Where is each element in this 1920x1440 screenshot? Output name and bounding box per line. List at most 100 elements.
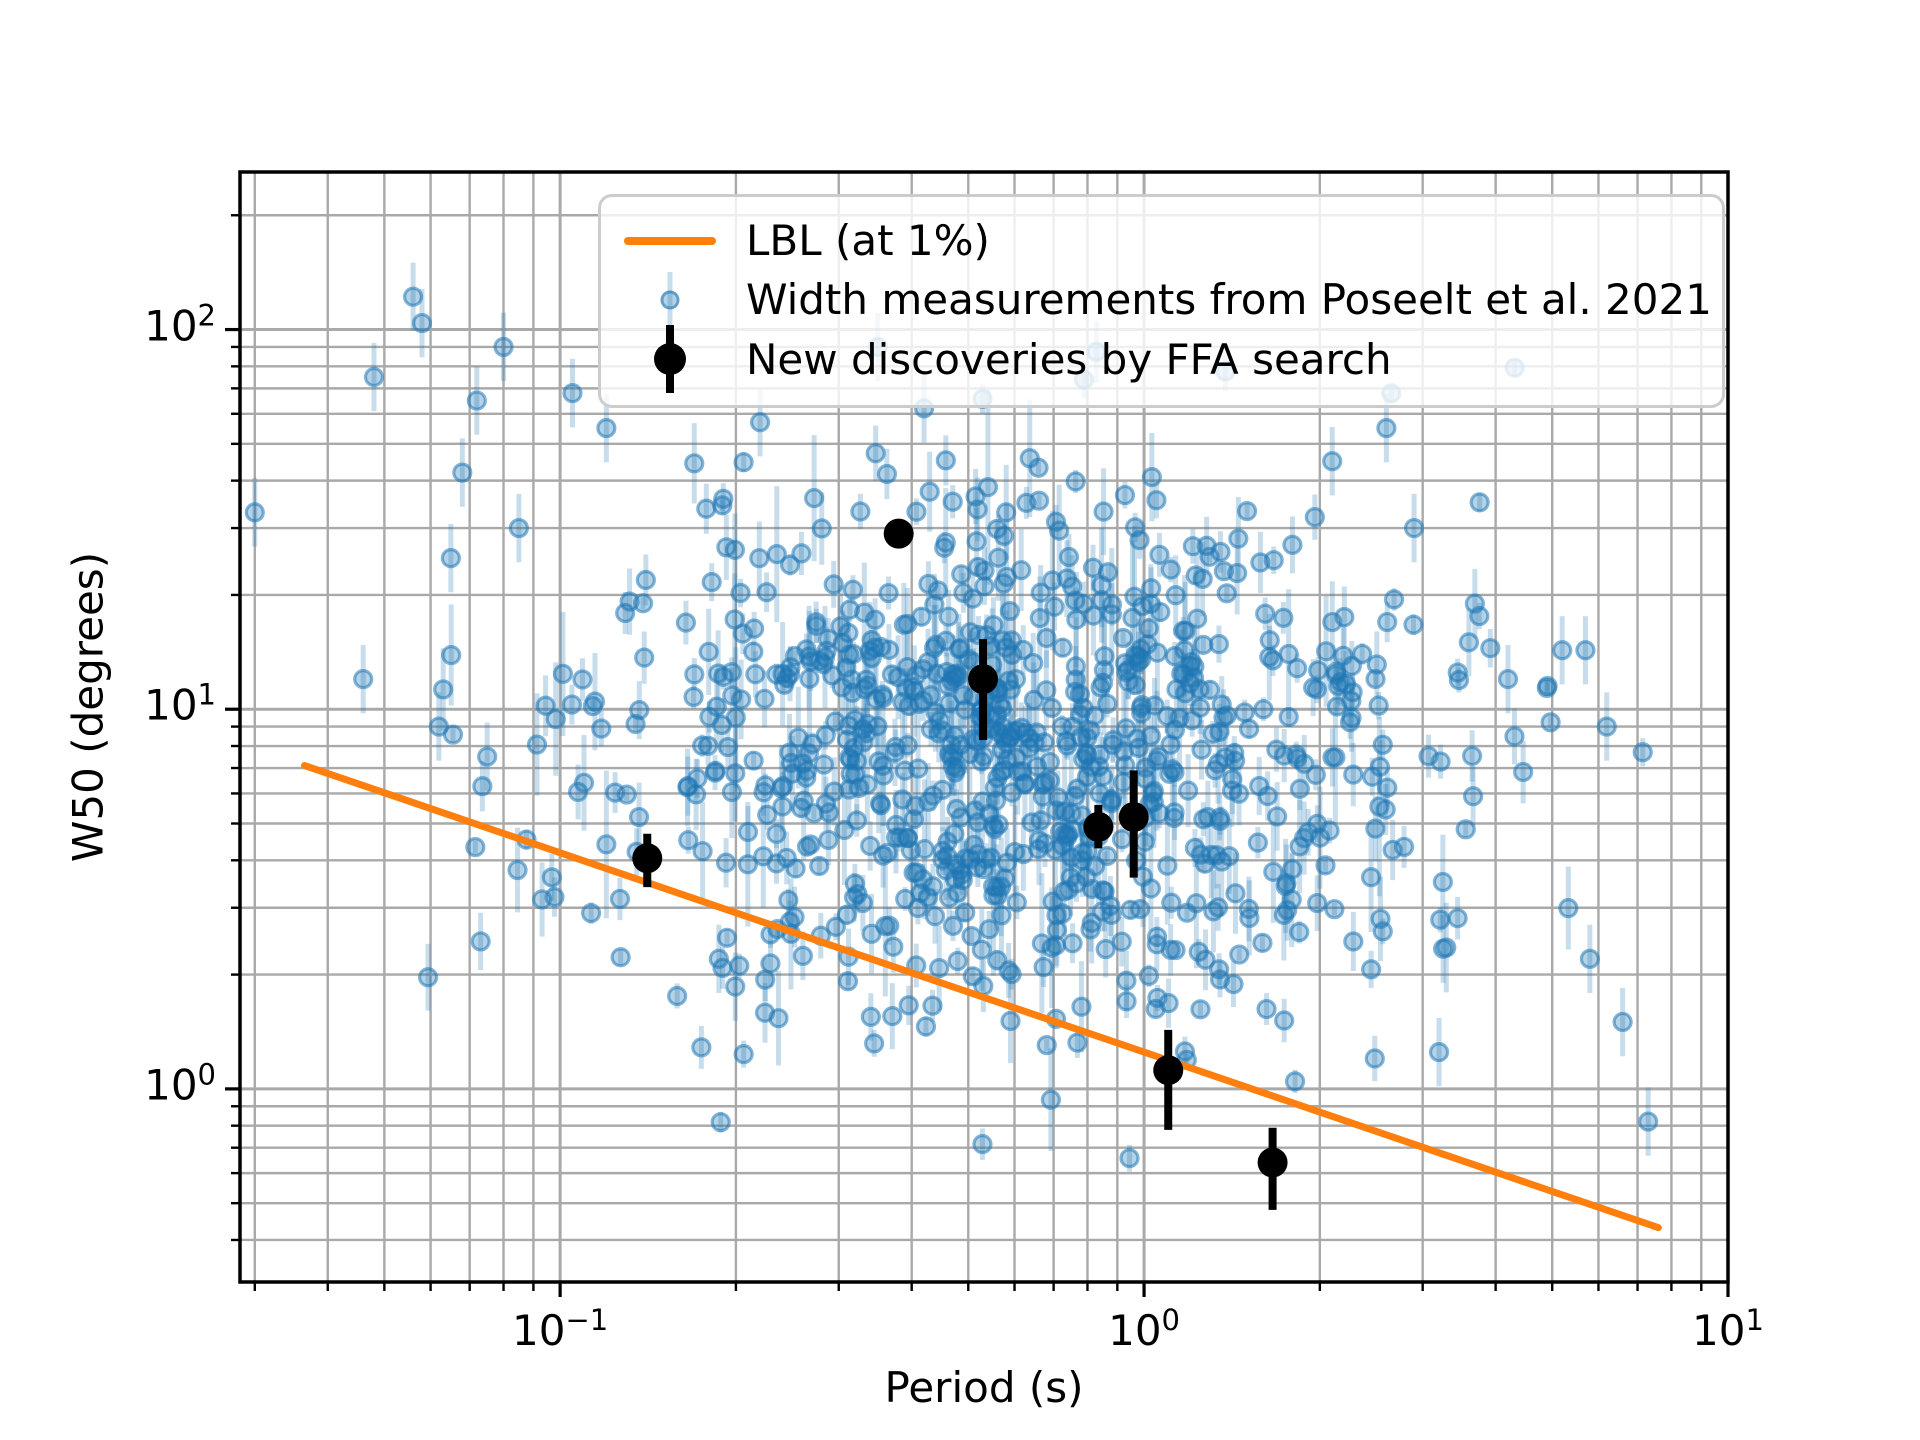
width-measurement-point bbox=[1146, 490, 1167, 511]
width-measurement-point bbox=[732, 623, 753, 644]
width-measurement-point bbox=[678, 830, 699, 851]
width-measurement-point bbox=[1393, 836, 1415, 858]
width-measurement-point bbox=[1023, 652, 1044, 674]
ffa-discovery-point bbox=[883, 518, 914, 549]
width-measurement-point bbox=[1315, 641, 1337, 662]
width-measurement-point bbox=[531, 889, 553, 910]
width-measurement-point bbox=[842, 579, 864, 600]
width-measurement-point bbox=[1186, 893, 1207, 914]
width-measurement-point bbox=[782, 763, 803, 784]
width-measurement-point bbox=[737, 854, 758, 875]
width-measurement-point bbox=[993, 759, 1015, 781]
width-measurement-point bbox=[596, 418, 617, 439]
width-measurement-point bbox=[996, 502, 1017, 523]
width-measurement-point bbox=[1326, 696, 1348, 717]
width-measurement-point bbox=[440, 548, 461, 569]
width-measurement-point bbox=[885, 827, 907, 848]
width-measurement-point bbox=[541, 867, 562, 888]
width-measurement-point bbox=[1146, 934, 1167, 955]
width-measurement-point bbox=[1131, 703, 1152, 724]
width-measurement-point bbox=[1253, 699, 1274, 720]
width-measurement-point bbox=[717, 736, 738, 758]
width-marker-swatch bbox=[624, 270, 716, 329]
width-measurement-point bbox=[825, 916, 846, 937]
width-measurement-point bbox=[1092, 880, 1113, 901]
ffa-marker-swatch bbox=[624, 325, 716, 394]
width-measurement-point bbox=[1324, 899, 1345, 920]
width-measurement-point bbox=[755, 775, 776, 796]
width-measurement-point bbox=[1234, 702, 1255, 723]
width-measurement-point bbox=[850, 501, 871, 522]
width-measurement-point bbox=[1033, 956, 1054, 978]
width-measurement-point bbox=[698, 641, 719, 662]
width-measurement-point bbox=[898, 995, 919, 1016]
width-measurement-point bbox=[1029, 607, 1050, 629]
width-measurement-point bbox=[1093, 659, 1115, 681]
width-measurement-point bbox=[1375, 799, 1396, 820]
width-measurement-point bbox=[572, 669, 593, 690]
width-measurement-point bbox=[804, 488, 825, 509]
width-measurement-point bbox=[823, 574, 844, 595]
width-measurement-point bbox=[1322, 451, 1343, 472]
width-measurement-point bbox=[983, 615, 1004, 636]
width-measurement-point bbox=[743, 641, 764, 662]
width-measurement-point bbox=[1480, 638, 1501, 659]
width-measurement-point bbox=[472, 776, 493, 797]
width-measurement-point bbox=[1042, 570, 1063, 591]
width-measurement-point bbox=[838, 622, 859, 643]
width-measurement-point bbox=[908, 758, 929, 779]
width-measurement-point bbox=[1054, 824, 1075, 845]
width-measurement-point bbox=[724, 539, 746, 560]
width-measurement-point bbox=[1191, 739, 1212, 760]
width-measurement-point bbox=[836, 904, 857, 925]
width-measurement-point bbox=[1192, 568, 1213, 589]
width-measurement-point bbox=[1377, 611, 1398, 633]
width-measurement-point bbox=[864, 1033, 885, 1054]
width-measurement-point bbox=[1238, 898, 1259, 920]
width-measurement-point bbox=[910, 882, 931, 903]
width-measurement-point bbox=[1149, 544, 1170, 565]
width-measurement-point bbox=[1206, 845, 1227, 866]
width-measurement-point bbox=[1361, 959, 1382, 980]
width-measurement-point bbox=[1263, 550, 1284, 571]
width-measurement-point bbox=[1072, 850, 1093, 871]
width-measurement-point bbox=[1256, 998, 1277, 1020]
width-measurement-point bbox=[906, 862, 927, 883]
width-measurement-point bbox=[1065, 656, 1086, 677]
width-measurement-point bbox=[766, 544, 787, 565]
width-measurement-point bbox=[1188, 941, 1209, 962]
width-measurement-point bbox=[628, 806, 650, 828]
width-measurement-point bbox=[934, 537, 955, 558]
width-measurement-point bbox=[753, 846, 774, 867]
width-measurement-point bbox=[1372, 921, 1393, 942]
orange-line-icon bbox=[624, 236, 716, 245]
width-measurement-point bbox=[691, 1037, 712, 1058]
width-measurement-point bbox=[1513, 761, 1534, 783]
width-measurement-point bbox=[1455, 819, 1476, 840]
width-measurement-point bbox=[1632, 742, 1653, 763]
width-measurement-point bbox=[1000, 1010, 1021, 1032]
width-measurement-point bbox=[824, 781, 845, 802]
width-measurement-point bbox=[573, 772, 595, 793]
y-tick-label: 100 bbox=[144, 1057, 216, 1110]
width-measurement-point bbox=[465, 837, 486, 858]
width-measurement-point bbox=[1001, 630, 1022, 651]
width-measurement-point bbox=[1274, 1010, 1295, 1031]
width-measurement-point bbox=[1308, 660, 1329, 681]
width-measurement-point bbox=[766, 823, 787, 844]
width-measurement-point bbox=[784, 645, 806, 667]
width-measurement-point bbox=[951, 564, 972, 585]
width-measurement-point bbox=[1164, 719, 1186, 741]
width-measurement-point bbox=[552, 663, 574, 684]
width-measurement-point bbox=[1360, 867, 1382, 888]
width-measurement-point bbox=[967, 812, 989, 833]
width-measurement-point bbox=[1090, 744, 1111, 765]
width-measurement-point bbox=[507, 859, 528, 881]
width-measurement-point bbox=[1216, 705, 1237, 726]
width-measurement-point bbox=[1187, 608, 1208, 629]
width-measurement-point bbox=[1045, 840, 1066, 861]
width-measurement-point bbox=[938, 606, 959, 627]
width-measurement-point bbox=[897, 613, 918, 635]
width-measurement-point bbox=[1579, 948, 1600, 969]
